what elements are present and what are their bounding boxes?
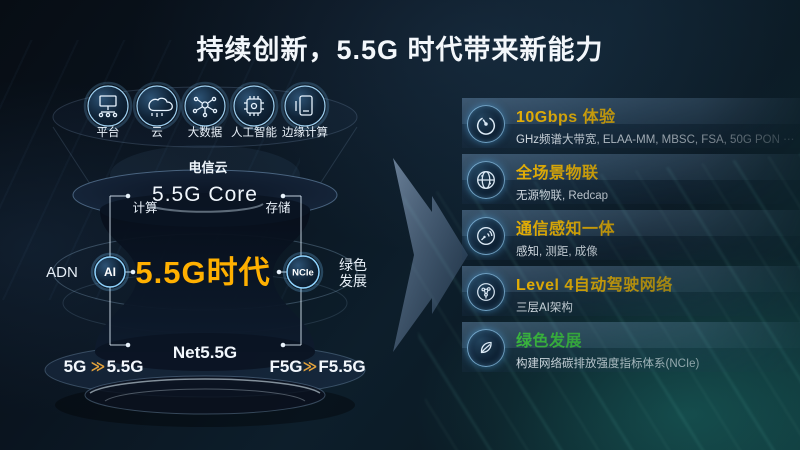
capability-item-sensing: 通信感知一体 感知, 测距, 成像 — [462, 210, 800, 260]
evolution-left-from: 5G — [64, 357, 87, 376]
platform-icons-row — [83, 81, 330, 131]
pedestal — [84, 375, 326, 415]
capability-item-10gbps: 10Gbps 体验 GHz频谱大带宽, ELAA-MM, MBSC, FSA, … — [462, 98, 800, 148]
storage-label: 存储 — [265, 200, 290, 215]
double-chevron-icon: ≫ — [303, 358, 318, 374]
arrow-shape — [393, 158, 468, 352]
hourglass-body — [95, 210, 315, 352]
capability-title: Level 4自动驾驶网络 — [516, 277, 673, 294]
compute-label: 计算 — [132, 200, 157, 215]
bigdata-label: 大数据 — [188, 125, 223, 139]
capabilities-panel: 10Gbps 体验 GHz频谱大带宽, ELAA-MM, MBSC, FSA, … — [462, 98, 800, 378]
edge-label: 边缘计算 — [282, 125, 328, 139]
ai-badge: AI — [90, 252, 130, 292]
green-development-label-line1: 绿色 — [339, 257, 367, 273]
page-title: 持续创新，5.5G 时代带来新能力 — [196, 35, 604, 65]
evolution-left-to: 5.5G — [107, 357, 144, 376]
hourglass-bottom-rim — [95, 333, 315, 371]
ncie-badge-label: NCIe — [292, 268, 314, 279]
ai-label: 人工智能 — [231, 125, 277, 139]
brain-icon — [467, 273, 505, 311]
evolution-right-from: F5G — [269, 357, 302, 376]
globe-icon — [467, 161, 505, 199]
capability-subtitle: 感知, 测距, 成像 — [516, 246, 598, 258]
capability-subtitle: 构建网络碳排放强度指标体系(NCIe) — [516, 358, 700, 370]
cone-side-left — [52, 126, 93, 188]
capability-title: 绿色发展 — [516, 333, 583, 350]
cone-side-right — [317, 126, 358, 188]
transition-arrow — [393, 158, 468, 352]
capability-item-autonomous: Level 4自动驾驶网络 三层AI架构 — [462, 266, 800, 316]
platform-label: 平台 — [97, 125, 120, 139]
ncie-badge: NCIe — [282, 251, 324, 293]
platform-icon — [83, 81, 133, 131]
funnel-diagram: 平台 云 大数据 人工智能 边缘计算 — [44, 81, 367, 427]
radar-icon — [467, 217, 505, 255]
pedestal-rim-highlight-2 — [104, 388, 306, 402]
adn-label: ADN — [46, 264, 78, 281]
telecom-cloud-label: 电信云 — [188, 160, 227, 175]
capability-title: 通信感知一体 — [516, 221, 616, 238]
double-chevron-icon: ≫ — [91, 358, 106, 374]
green-development-label-line2: 发展 — [339, 273, 367, 289]
evolution-left: 5G ≫ 5.5G — [64, 357, 144, 376]
net55g-label: Net5.5G — [173, 343, 237, 362]
bigdata-icon — [180, 81, 230, 131]
core-label: 5.5G Core — [152, 183, 258, 206]
cloud-icon — [132, 81, 182, 131]
gauge-icon — [467, 105, 505, 143]
era-title: 5.5G时代 — [135, 255, 270, 290]
capability-subtitle: 无源物联, Redcap — [516, 190, 609, 202]
ai-chip-icon — [229, 81, 279, 131]
capability-title: 10Gbps 体验 — [516, 109, 616, 126]
capability-item-iot: 全场景物联 无源物联, Redcap — [462, 154, 800, 204]
cloud-label: 云 — [151, 127, 163, 139]
hourglass-top-rim — [100, 193, 310, 227]
capability-title: 全场景物联 — [516, 165, 599, 182]
bracket-dots — [125, 193, 286, 348]
platform-icon-labels: 平台 云 大数据 人工智能 边缘计算 — [97, 125, 329, 139]
edge-computing-icon — [280, 81, 330, 131]
evolution-right: F5G ≫ F5.5G — [269, 357, 365, 376]
pedestal-rim-highlight — [89, 378, 321, 394]
capability-item-green: 绿色发展 构建网络碳排放强度指标体系(NCIe) — [462, 322, 800, 372]
leaf-icon — [467, 329, 505, 367]
ai-badge-label: AI — [104, 265, 116, 279]
capability-subtitle: GHz频谱大带宽, ELAA-MM, MBSC, FSA, 50G PON ⋯ — [516, 134, 795, 146]
core-swoosh-highlight — [149, 203, 264, 213]
evolution-right-to: F5.5G — [318, 357, 365, 376]
capability-subtitle: 三层AI架构 — [516, 302, 573, 314]
